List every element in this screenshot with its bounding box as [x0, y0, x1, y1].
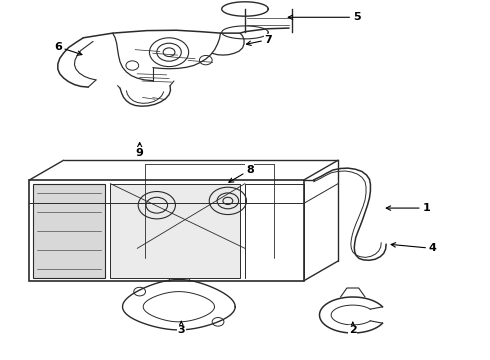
Polygon shape [33, 184, 105, 278]
Text: 6: 6 [54, 42, 82, 55]
Text: 2: 2 [349, 322, 357, 336]
Text: 4: 4 [391, 243, 437, 253]
Text: 5: 5 [288, 12, 361, 22]
Text: 8: 8 [229, 165, 254, 182]
Text: 9: 9 [136, 143, 144, 158]
Text: 3: 3 [177, 321, 185, 336]
Polygon shape [110, 184, 240, 278]
Text: 7: 7 [246, 35, 272, 45]
Text: 1: 1 [386, 203, 430, 213]
